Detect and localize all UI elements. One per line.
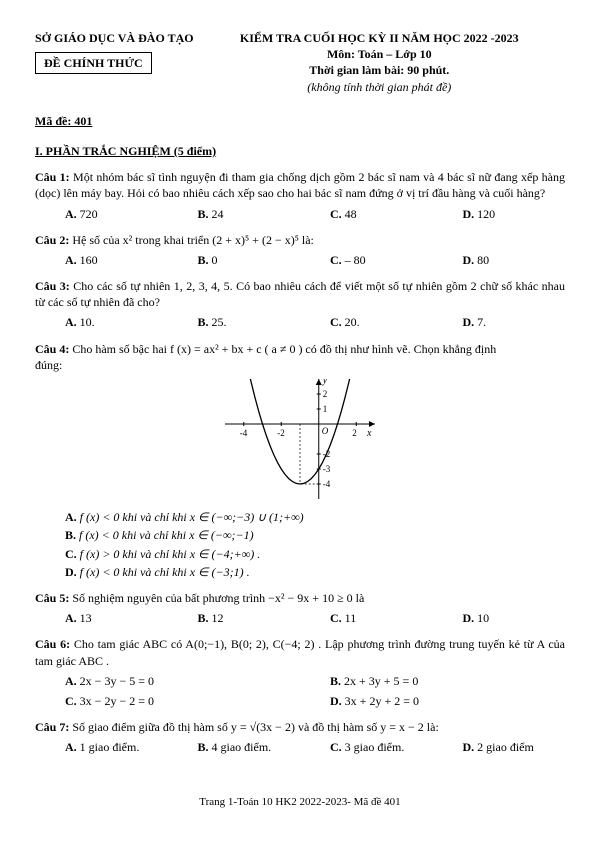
q2-label: Câu 2:: [35, 233, 69, 247]
q6-choice-b: B. 2x + 3y + 5 = 0: [300, 673, 565, 689]
q3-text: Cho các số tự nhiên 1, 2, 3, 4, 5. Có ba…: [35, 279, 565, 309]
q2-choice-b: B. 0: [168, 252, 301, 268]
q1-choice-d: D. 120: [433, 206, 566, 222]
q4-text-post: đúng:: [35, 357, 565, 373]
q4-choice-c: C. f (x) > 0 khi và chỉ khi x ∈ (−4;+∞) …: [35, 546, 565, 562]
q1-text: Một nhóm bác sĩ tình nguyện đi tham gia …: [35, 170, 565, 200]
question-2: Câu 2: Hệ số của x² trong khai triển (2 …: [35, 232, 565, 248]
svg-text:2: 2: [323, 389, 328, 399]
svg-text:2: 2: [352, 428, 357, 438]
q4-choice-d: D. f (x) < 0 khi và chỉ khi x ∈ (−3;1) .: [35, 564, 565, 580]
q4-choices: A. f (x) < 0 khi và chỉ khi x ∈ (−∞;−3) …: [35, 509, 565, 580]
q5-label: Câu 5:: [35, 591, 69, 605]
q2-text: Hệ số của x² trong khai triển (2 + x)⁵ +…: [72, 233, 314, 247]
q7-choice-b: B. 4 giao điểm.: [168, 739, 301, 755]
subject-line: Môn: Toán – Lớp 10: [194, 46, 565, 62]
q1-choice-a: A. 720: [35, 206, 168, 222]
question-3: Câu 3: Cho các số tự nhiên 1, 2, 3, 4, 5…: [35, 278, 565, 310]
q2-choice-a: A. 160: [35, 252, 168, 268]
q7-choice-c: C. 3 giao điểm.: [300, 739, 433, 755]
svg-text:O: O: [322, 426, 329, 436]
q3-choice-d: D. 7.: [433, 314, 566, 330]
svg-text:y: y: [322, 379, 328, 386]
section-1-heading: I. PHẦN TRẮC NGHIỆM (5 điểm): [35, 143, 565, 159]
q5-choice-a: A. 13: [35, 610, 168, 626]
question-4: Câu 4: Cho hàm số bậc hai f (x) = ax² + …: [35, 341, 565, 357]
q5-text: Số nghiệm nguyên của bất phương trình −x…: [72, 591, 364, 605]
q4-choice-a: A. f (x) < 0 khi và chỉ khi x ∈ (−∞;−3) …: [35, 509, 565, 525]
q1-choice-b: B. 24: [168, 206, 301, 222]
q7-choices: A. 1 giao điểm. B. 4 giao điểm. C. 3 gia…: [35, 739, 565, 755]
question-6: Câu 6: Cho tam giác ABC có A(0;−1), B(0;…: [35, 636, 565, 668]
exam-code: Mã đề: 401: [35, 113, 565, 129]
q3-choices: A. 10. B. 25. C. 20. D. 7.: [35, 314, 565, 330]
q7-choice-a: A. 1 giao điểm.: [35, 739, 168, 755]
dept-title: SỞ GIÁO DỤC VÀ ĐÀO TẠO: [35, 30, 194, 46]
q6-choices-2: C. 3x − 2y − 2 = 0 D. 3x + 2y + 2 = 0: [35, 693, 565, 709]
question-5: Câu 5: Số nghiệm nguyên của bất phương t…: [35, 590, 565, 606]
q3-choice-a: A. 10.: [35, 314, 168, 330]
q2-choices: A. 160 B. 0 C. – 80 D. 80: [35, 252, 565, 268]
q4-choice-b: B. f (x) < 0 khi và chỉ khi x ∈ (−∞;−1): [35, 527, 565, 543]
q1-choices: A. 720 B. 24 C. 48 D. 120: [35, 206, 565, 222]
exam-title: KIỂM TRA CUỐI HỌC KỲ II NĂM HỌC 2022 -20…: [194, 30, 565, 46]
q2-choice-c: C. – 80: [300, 252, 433, 268]
q4-graph: -4-2O2-4-3-212yx: [35, 379, 565, 503]
page-footer: Trang 1-Toán 10 HK2 2022-2023- Mã đề 401: [35, 795, 565, 810]
svg-text:-2: -2: [277, 428, 285, 438]
svg-text:-3: -3: [323, 464, 331, 474]
q7-text: Số giao điểm giữa đồ thị hàm số y = √(3x…: [72, 720, 438, 734]
q7-label: Câu 7:: [35, 720, 69, 734]
q4-label: Câu 4:: [35, 342, 69, 356]
q3-label: Câu 3:: [35, 279, 70, 293]
q6-text: Cho tam giác ABC có A(0;−1), B(0; 2), C(…: [35, 637, 565, 667]
question-7: Câu 7: Số giao điểm giữa đồ thị hàm số y…: [35, 719, 565, 735]
q6-label: Câu 6:: [35, 637, 70, 651]
q6-choice-a: A. 2x − 3y − 5 = 0: [35, 673, 300, 689]
q5-choices: A. 13 B. 12 C. 11 D. 10: [35, 610, 565, 626]
q6-choice-c: C. 3x − 2y − 2 = 0: [35, 693, 300, 709]
q1-choice-c: C. 48: [300, 206, 433, 222]
q3-choice-b: B. 25.: [168, 314, 301, 330]
svg-text:1: 1: [323, 404, 328, 414]
q3-choice-c: C. 20.: [300, 314, 433, 330]
q5-choice-b: B. 12: [168, 610, 301, 626]
official-box: ĐỀ CHÍNH THỨC: [35, 52, 152, 74]
question-1: Câu 1: Một nhóm bác sĩ tình nguyện đi th…: [35, 169, 565, 201]
svg-text:x: x: [366, 428, 372, 439]
q2-choice-d: D. 80: [433, 252, 566, 268]
time-line: Thời gian làm bài: 90 phút.: [194, 62, 565, 78]
note-line: (không tính thời gian phát đề): [194, 79, 565, 95]
svg-text:-4: -4: [240, 428, 248, 438]
q6-choices-1: A. 2x − 3y − 5 = 0 B. 2x + 3y + 5 = 0: [35, 673, 565, 689]
parabola-graph: -4-2O2-4-3-212yx: [225, 379, 375, 499]
q7-choice-d: D. 2 giao điểm: [433, 739, 566, 755]
q1-label: Câu 1:: [35, 170, 70, 184]
q4-text-pre: Cho hàm số bậc hai f (x) = ax² + bx + c …: [72, 342, 496, 356]
q5-choice-d: D. 10: [433, 610, 566, 626]
svg-text:-4: -4: [323, 479, 331, 489]
q6-choice-d: D. 3x + 2y + 2 = 0: [300, 693, 565, 709]
q5-choice-c: C. 11: [300, 610, 433, 626]
